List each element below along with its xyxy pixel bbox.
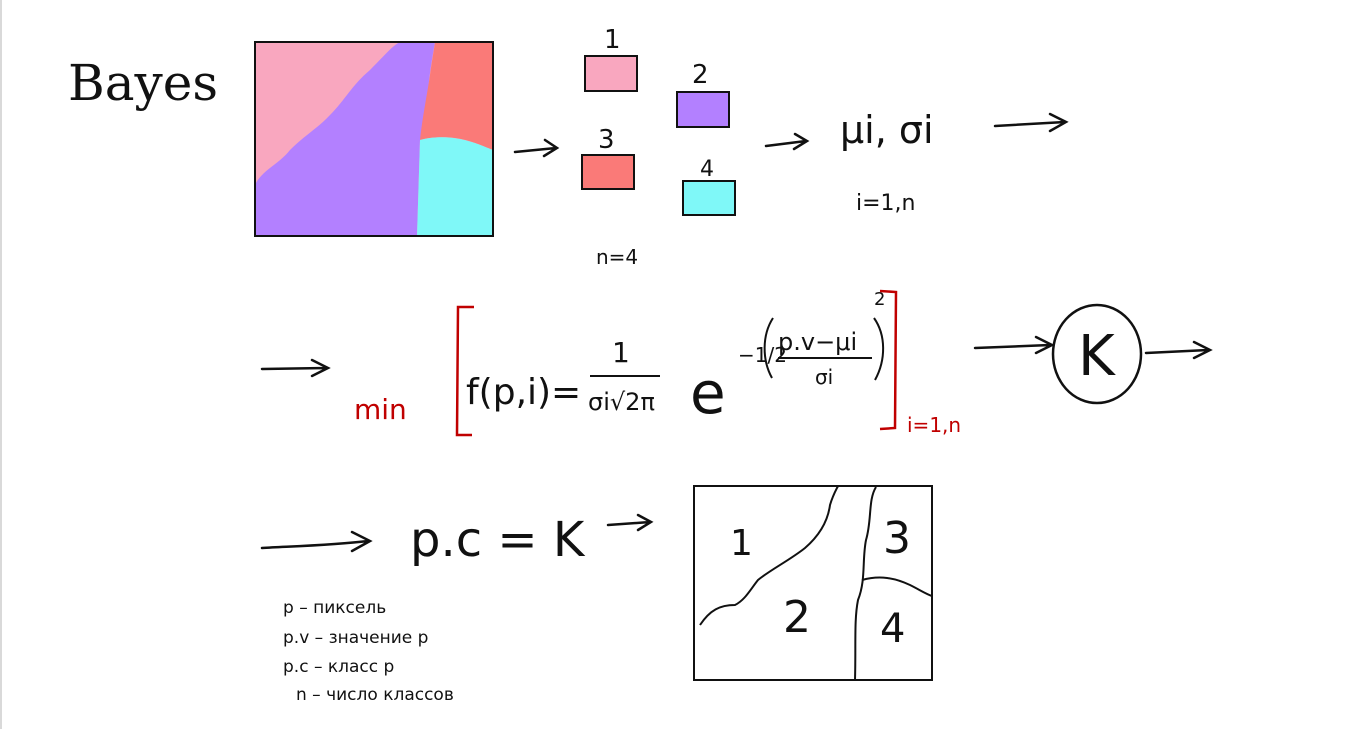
- formula-lhs: f(p,i)=: [466, 372, 581, 413]
- bracket-subscript: i=1,n: [907, 413, 961, 437]
- classifier-circle: [1051, 303, 1143, 405]
- arrow-5: [973, 335, 1055, 355]
- arrow-3: [993, 112, 1069, 133]
- class-swatches: 1 2 3 4 n=4: [581, 25, 736, 269]
- region-salmon: [420, 42, 493, 150]
- exp-paren-left: [763, 317, 774, 379]
- region-cyan: [417, 137, 493, 236]
- n-label: n=4: [596, 245, 638, 269]
- legend-line-3: p.c – класс p: [283, 657, 394, 677]
- fraction-numerator: 1: [612, 336, 630, 369]
- region-label-4: 4: [880, 606, 905, 652]
- left-bracket: [455, 305, 474, 437]
- arrow-7: [260, 530, 373, 553]
- right-bracket: [879, 289, 898, 431]
- region-label-1: 1: [730, 523, 753, 564]
- slide-title: Bayes: [68, 54, 219, 112]
- legend: p – пиксель p.v – значение p p.c – класс…: [283, 598, 454, 705]
- fraction-denominator: σi√2π: [588, 388, 655, 416]
- params-label: μi, σi: [840, 108, 934, 152]
- class-label-1: 1: [604, 25, 621, 55]
- legend-line-2: p.v – значение p: [283, 628, 428, 648]
- exp-paren-right: [873, 317, 885, 381]
- exp-numerator: p.v−μi: [778, 328, 857, 356]
- assignment-label: p.c = K: [410, 512, 586, 568]
- min-label: min: [354, 393, 407, 426]
- exp-power: 2: [874, 289, 885, 310]
- exp-denominator: σi: [815, 365, 833, 389]
- output-image: 1 2 3 4: [693, 485, 933, 681]
- arrow-1: [513, 138, 560, 158]
- legend-line-4: n – число классов: [296, 685, 454, 705]
- swatch-2: [676, 91, 730, 128]
- exp-coef: −1/2: [738, 343, 787, 367]
- classifier-symbol: K: [1078, 324, 1116, 389]
- exp-base: e: [690, 359, 726, 427]
- swatch-3: [581, 154, 635, 190]
- legend-line-1: p – пиксель: [283, 598, 386, 618]
- region-purple: [255, 42, 435, 236]
- arrow-4: [260, 358, 331, 378]
- arrow-6: [1144, 340, 1213, 360]
- page-edge: [0, 0, 2, 729]
- class-label-3: 3: [598, 125, 615, 155]
- region-label-2: 2: [783, 592, 811, 643]
- index-range: i=1,n: [856, 191, 915, 216]
- arrow-8: [606, 513, 654, 532]
- input-image: [254, 41, 494, 237]
- swatch-1: [584, 55, 638, 92]
- swatch-4: [682, 180, 736, 216]
- arrow-2: [764, 132, 810, 151]
- region-label-3: 3: [883, 513, 911, 564]
- class-label-4: 4: [700, 157, 714, 182]
- class-label-2: 2: [692, 60, 709, 90]
